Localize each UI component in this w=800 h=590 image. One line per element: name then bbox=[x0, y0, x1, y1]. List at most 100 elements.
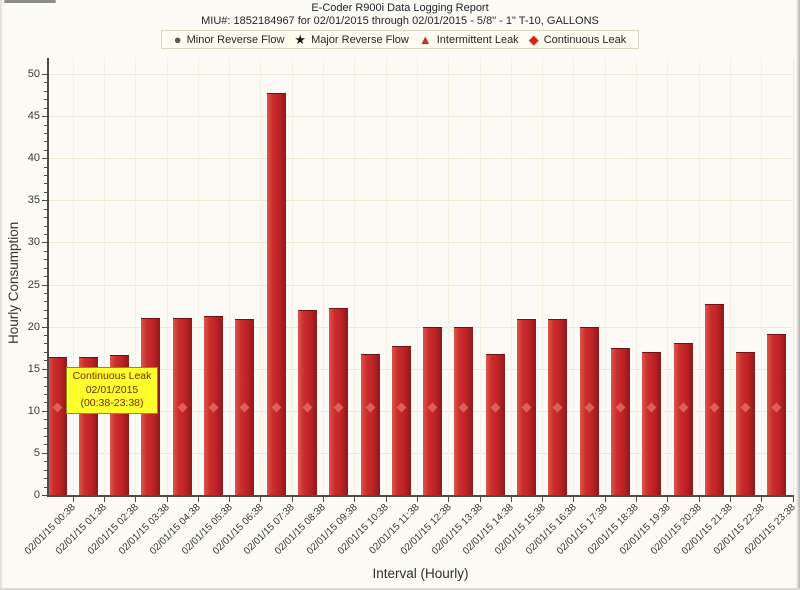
y-tick bbox=[44, 318, 48, 320]
h-gridline bbox=[48, 410, 793, 412]
v-gridline bbox=[448, 58, 450, 495]
v-gridline bbox=[573, 58, 575, 495]
h-gridline bbox=[48, 116, 793, 118]
y-tick bbox=[42, 116, 48, 118]
y-tick bbox=[44, 82, 48, 84]
y-tick bbox=[44, 90, 48, 92]
h-gridline bbox=[48, 326, 793, 328]
y-tick bbox=[42, 200, 48, 202]
v-gridline bbox=[354, 58, 356, 495]
v-gridline bbox=[103, 58, 105, 495]
legend: ● Minor Reverse Flow ★ Major Reverse Flo… bbox=[160, 30, 640, 49]
h-gridline bbox=[48, 200, 793, 202]
bar bbox=[673, 343, 693, 496]
y-tick-label: 30 bbox=[27, 236, 40, 249]
legend-row: ● Minor Reverse Flow ★ Major Reverse Flo… bbox=[0, 30, 800, 49]
scan-edge-right bbox=[796, 0, 800, 590]
v-gridline bbox=[385, 58, 387, 495]
v-gridline bbox=[510, 58, 512, 495]
x-tick bbox=[510, 497, 512, 502]
x-tick bbox=[479, 497, 481, 502]
y-tick bbox=[44, 292, 48, 294]
x-tick bbox=[354, 497, 356, 502]
x-tick bbox=[573, 497, 575, 502]
y-tick bbox=[44, 208, 48, 210]
h-gridline bbox=[48, 452, 793, 454]
y-tick bbox=[44, 478, 48, 480]
y-tick bbox=[44, 393, 48, 395]
scan-smudge bbox=[4, 0, 56, 3]
y-tick bbox=[44, 141, 48, 143]
legend-label: Major Reverse Flow bbox=[311, 33, 409, 46]
y-tick bbox=[44, 343, 48, 345]
x-tick bbox=[416, 497, 418, 502]
y-tick bbox=[44, 301, 48, 303]
y-tick bbox=[44, 419, 48, 421]
bar bbox=[704, 303, 724, 496]
legend-label: Minor Reverse Flow bbox=[186, 33, 285, 46]
y-tick bbox=[42, 242, 48, 244]
bar bbox=[610, 347, 630, 496]
x-tick bbox=[103, 497, 105, 502]
y-tick bbox=[44, 427, 48, 429]
intermittent-leak-triangle-icon: ▲ bbox=[418, 32, 432, 47]
y-tick bbox=[44, 309, 48, 311]
y-tick bbox=[44, 377, 48, 379]
x-axis-title: Interval (Hourly) bbox=[372, 566, 469, 581]
y-tick bbox=[44, 183, 48, 185]
bar bbox=[360, 353, 380, 496]
y-tick-label: 15 bbox=[27, 362, 40, 375]
v-gridline bbox=[323, 58, 325, 495]
tooltip-line3: (00:38-23:38) bbox=[80, 397, 144, 410]
y-tick bbox=[42, 74, 48, 75]
x-tick bbox=[729, 497, 731, 502]
y-tick bbox=[42, 326, 48, 328]
y-tick bbox=[44, 461, 48, 463]
plot-right-border bbox=[793, 58, 794, 495]
x-tick bbox=[197, 497, 199, 502]
y-tick bbox=[44, 276, 48, 278]
x-tick bbox=[323, 497, 325, 502]
continuous-leak-tooltip: Continuous Leak 02/01/2015 (00:38-23:38) bbox=[66, 367, 158, 414]
v-gridline bbox=[667, 58, 669, 495]
y-tick-label: 50 bbox=[27, 68, 40, 80]
y-tick-label: 35 bbox=[27, 194, 40, 207]
v-gridline bbox=[729, 58, 731, 495]
y-tick bbox=[44, 250, 48, 252]
y-tick bbox=[44, 175, 48, 177]
bar bbox=[767, 334, 787, 496]
scan-edge-left bbox=[0, 0, 3, 590]
minor-reverse-flow-circle-icon: ● bbox=[173, 32, 182, 47]
h-gridline bbox=[48, 284, 793, 286]
y-tick bbox=[42, 495, 48, 496]
y-tick bbox=[42, 410, 48, 412]
h-gridline bbox=[48, 74, 793, 75]
x-tick bbox=[604, 497, 606, 502]
x-tick bbox=[667, 497, 669, 502]
continuous-leak-diamond-icon: ◆ bbox=[528, 32, 539, 47]
bar bbox=[391, 345, 411, 496]
x-tick bbox=[260, 497, 262, 502]
y-tick-label: 40 bbox=[27, 152, 40, 165]
bar bbox=[642, 351, 662, 496]
y-tick bbox=[44, 99, 48, 101]
y-tick-label: 0 bbox=[33, 489, 40, 501]
bar bbox=[47, 356, 67, 496]
y-tick bbox=[44, 351, 48, 353]
y-tick bbox=[44, 191, 48, 193]
y-axis-line bbox=[47, 58, 49, 496]
x-axis-line bbox=[47, 495, 794, 497]
y-tick bbox=[42, 284, 48, 286]
v-gridline bbox=[260, 58, 262, 495]
y-tick bbox=[42, 368, 48, 370]
y-tick bbox=[42, 158, 48, 160]
x-tick bbox=[166, 497, 168, 502]
y-tick bbox=[44, 166, 48, 168]
v-gridline bbox=[604, 58, 606, 495]
y-tick bbox=[44, 469, 48, 471]
y-tick bbox=[44, 444, 48, 446]
x-tick bbox=[72, 497, 74, 502]
bar bbox=[736, 351, 756, 496]
